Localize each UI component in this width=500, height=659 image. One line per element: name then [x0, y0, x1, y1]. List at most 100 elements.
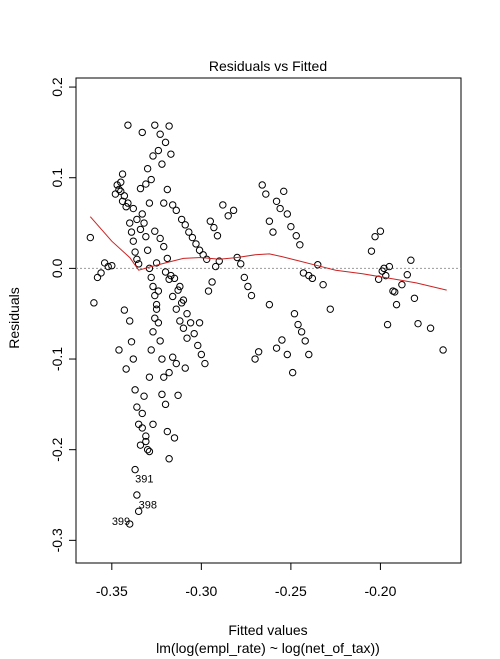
residual-point: [176, 282, 184, 291]
y-axis: -0.3 -0.2 -0.1 0.0 0.1 0.2: [49, 77, 76, 552]
point-id-labels: 391 398 399: [112, 473, 157, 528]
residual-point: [158, 355, 166, 363]
plot-frame: [75, 77, 462, 564]
y-tick-label: 0.1: [49, 168, 65, 188]
residual-point: [138, 409, 146, 418]
residual-point: [126, 317, 134, 325]
residual-point: [138, 210, 146, 218]
x-axis-title: Fitted values: [228, 622, 307, 638]
x-tick-label: -0.20: [364, 583, 396, 599]
residual-point: [104, 262, 112, 271]
residual-point: [290, 310, 299, 318]
residual-point: [158, 160, 166, 168]
residual-point: [143, 445, 152, 454]
residual-point: [265, 300, 274, 309]
residual-point: [247, 291, 256, 300]
residual-point: [294, 320, 302, 329]
residual-point: [163, 185, 172, 194]
residual-point: [376, 227, 385, 235]
residual-point: [383, 320, 392, 329]
residual-point: [168, 292, 177, 301]
residual-point: [152, 259, 161, 267]
residual-point: [319, 280, 327, 289]
residual-point: [138, 424, 146, 432]
y-tick-label: 0.2: [49, 77, 65, 97]
residual-point: [278, 336, 286, 344]
residual-point: [215, 257, 223, 265]
residual-point: [86, 233, 95, 242]
residual-point: [186, 319, 195, 327]
residual-point: [129, 355, 138, 363]
x-axis-subtitle: lm(log(empl_rate) ~ log(net_of_tax)): [156, 640, 380, 656]
residual-point: [439, 346, 447, 354]
residual-point: [195, 246, 204, 254]
residual-point: [93, 273, 102, 282]
residual-point: [142, 432, 150, 440]
residual-point: [219, 201, 227, 209]
residual-point: [254, 348, 263, 356]
residual-point: [185, 228, 193, 236]
residual-point: [151, 121, 159, 129]
residual-point: [160, 242, 168, 251]
residual-point: [174, 286, 182, 294]
point-id-label: 399: [112, 516, 130, 528]
residual-point: [163, 254, 172, 263]
residual-point: [149, 282, 157, 291]
smooth-trend-line: [89, 216, 447, 291]
x-tick-label: -0.25: [275, 583, 307, 599]
residual-point: [380, 264, 388, 273]
residual-point: [154, 319, 163, 327]
residual-point: [301, 337, 309, 345]
residual-point: [181, 221, 189, 229]
point-id-label: 398: [139, 500, 157, 512]
residual-point: [371, 232, 379, 241]
residual-point: [177, 215, 186, 224]
residual-point: [262, 190, 270, 198]
residual-point: [206, 217, 215, 225]
residual-point: [129, 237, 138, 245]
residual-point: [188, 233, 197, 242]
residual-point: [258, 181, 266, 189]
residual-point: [192, 240, 200, 248]
residual-point: [426, 324, 435, 332]
residual-point: [172, 359, 180, 368]
residual-point: [407, 256, 415, 264]
residual-point: [244, 282, 252, 291]
residual-point: [147, 175, 155, 184]
residual-point: [149, 152, 157, 160]
residual-point: [287, 222, 295, 231]
residual-point: [131, 465, 139, 474]
residual-point: [161, 268, 170, 276]
residual-point: [154, 287, 163, 295]
residual-point: [165, 455, 173, 463]
residual-point: [190, 329, 198, 338]
residual-point: [142, 232, 150, 241]
residual-point: [117, 187, 125, 196]
residual-point: [122, 365, 130, 373]
residual-point: [143, 164, 152, 173]
residual-point: [152, 300, 161, 309]
residual-point: [133, 491, 141, 499]
residual-point: [115, 185, 123, 194]
residual-point: [127, 338, 136, 346]
residual-point: [168, 201, 177, 209]
residual-point: [90, 299, 98, 307]
y-tick-label: -0.2: [49, 437, 65, 461]
residual-point: [122, 203, 130, 211]
residual-point: [297, 328, 306, 336]
residual-point: [152, 305, 161, 313]
residual-point: [163, 427, 172, 436]
residual-point: [97, 269, 105, 277]
residual-point: [410, 294, 419, 302]
residual-point: [131, 248, 139, 256]
y-tick-label: -0.1: [49, 347, 65, 371]
residual-point: [158, 390, 166, 399]
residual-point: [161, 400, 170, 409]
residual-point: [269, 228, 277, 236]
residual-point: [143, 246, 152, 254]
residual-point: [133, 215, 141, 224]
residual-point: [160, 199, 168, 207]
residual-point: [151, 227, 159, 235]
residual-point: [115, 346, 123, 354]
